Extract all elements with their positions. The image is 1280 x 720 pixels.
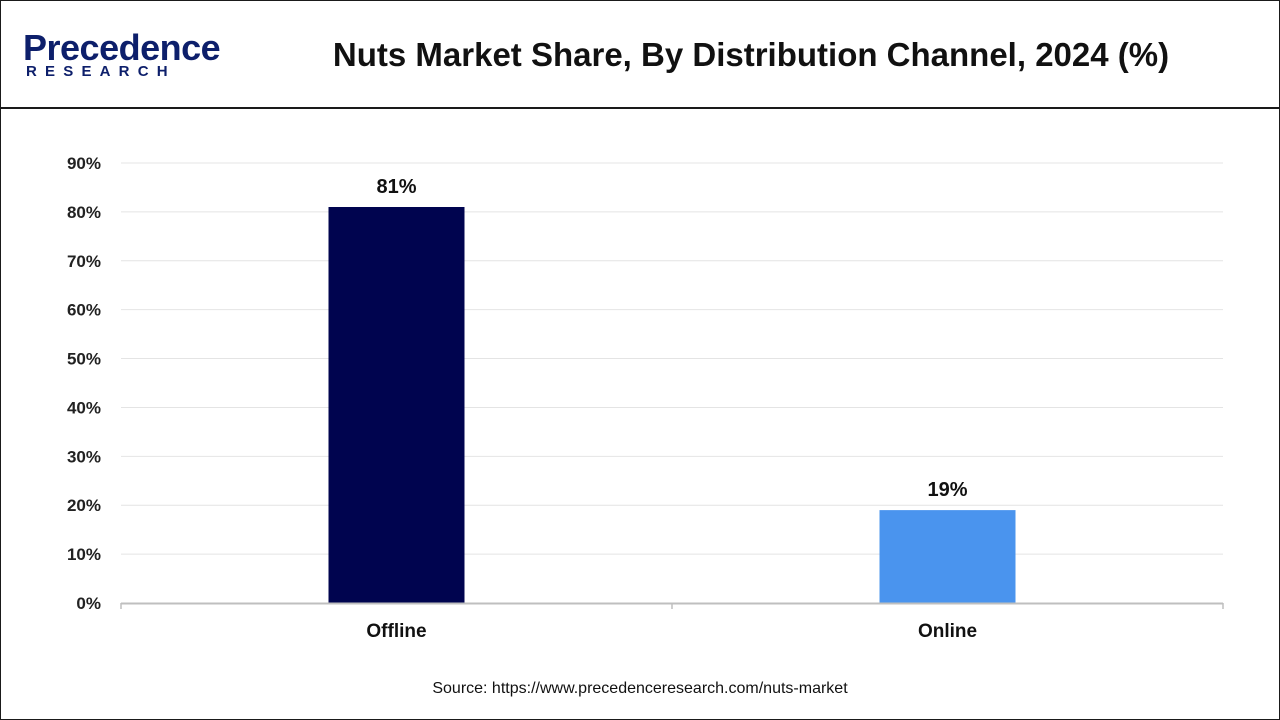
chart-title: Nuts Market Share, By Distribution Chann… [332, 36, 1170, 73]
y-tick-label: 70% [67, 252, 101, 271]
y-tick-label: 60% [67, 301, 101, 320]
gridlines [121, 162, 1223, 555]
y-tick-label: 30% [67, 447, 101, 466]
precedence-research-logo: Precedence RESEARCH [23, 29, 221, 85]
y-tick-label: 90% [67, 154, 101, 173]
source-note: Source: https://www.precedenceresearch.c… [432, 680, 848, 697]
data-label: 19% [927, 479, 967, 501]
y-tick-label: 50% [67, 350, 101, 369]
logo-wordmark: Precedence [23, 27, 221, 68]
y-axis-ticks: 0% 10% 20% 30% 40% 50% 60% 70% 80% 90% [67, 154, 101, 613]
y-tick-label: 80% [67, 203, 101, 222]
data-label: 81% [376, 176, 416, 198]
data-labels: 81% 19% [376, 176, 967, 501]
bar-online [879, 510, 1016, 603]
header: Precedence RESEARCH Nuts Market Share, B… [1, 1, 1279, 109]
x-tick-label: Offline [366, 621, 426, 642]
bar-chart: 0% 10% 20% 30% 40% 50% 60% 70% 80% 90% Offline Onl… [67, 154, 1224, 642]
logo-subtitle: RESEARCH [26, 63, 176, 80]
y-tick-label: 0% [76, 594, 101, 613]
x-tick-label: Online [918, 621, 977, 642]
y-tick-label: 40% [67, 398, 101, 417]
y-tick-label: 20% [67, 496, 101, 515]
x-axis-labels: Offline Online [366, 621, 977, 642]
bars [328, 207, 1016, 603]
bar-offline [328, 207, 465, 603]
y-tick-label: 10% [67, 545, 101, 564]
x-axis [120, 602, 1224, 609]
